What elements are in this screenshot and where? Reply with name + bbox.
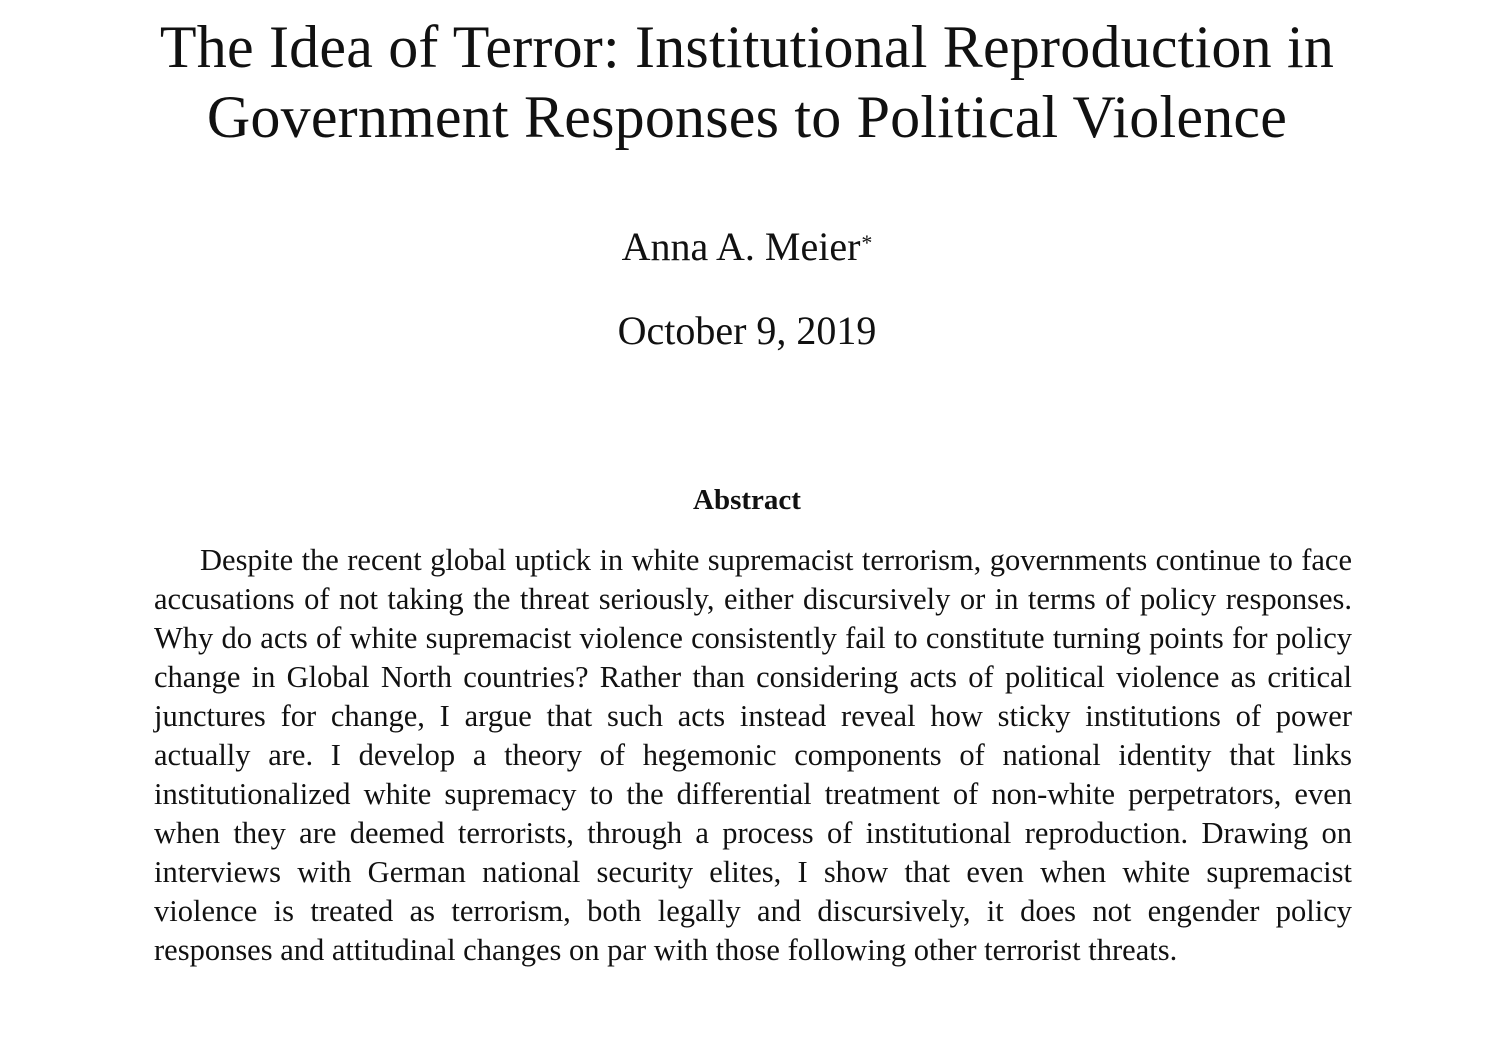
author-name: Anna A. Meier [621,224,861,269]
abstract-body: Despite the recent global uptick in whit… [154,543,1352,967]
abstract-heading: Abstract [693,484,801,516]
paper-author: Anna A. Meier* [0,222,1494,272]
paper-title-line-1: The Idea of Terror: Institutional Reprod… [159,14,1335,80]
paper-title: The Idea of Terror: Institutional Reprod… [0,12,1494,152]
paper-date: October 9, 2019 [617,308,877,353]
paper-title-line-2: Government Responses to Political Violen… [206,84,1288,150]
author-footnote-mark: * [861,230,873,255]
